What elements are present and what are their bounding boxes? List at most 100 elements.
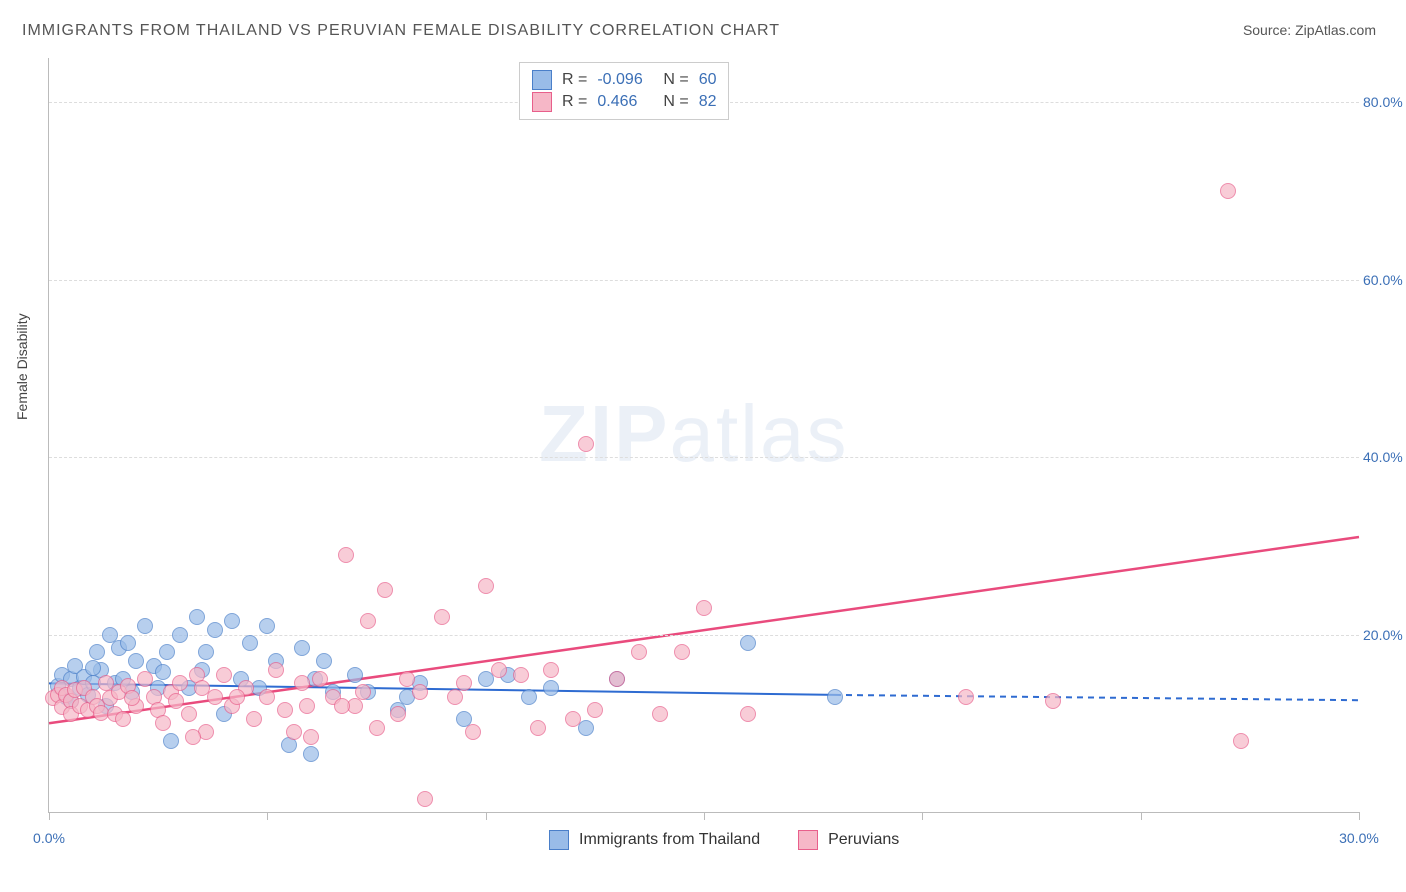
peru-point [207,689,223,705]
thai-point [155,664,171,680]
peru-point [456,675,472,691]
peru-point [578,436,594,452]
thai-point [543,680,559,696]
peru-point [609,671,625,687]
thai-point [521,689,537,705]
thai-point [242,635,258,651]
peru-point [740,706,756,722]
thai-point [85,660,101,676]
peru-point [338,547,354,563]
thai-point [740,635,756,651]
thai-point [163,733,179,749]
y-tick-label: 80.0% [1363,94,1406,110]
peru-point [294,675,310,691]
peru-point [412,684,428,700]
peru-point [377,582,393,598]
peru-point [312,671,328,687]
thai-point [224,613,240,629]
thai-point [172,627,188,643]
source-label: Source: ZipAtlas.com [1243,22,1376,38]
peru-point [334,698,350,714]
peru-point [417,791,433,807]
peru-point [286,724,302,740]
peru-point [1220,183,1236,199]
peru-point [631,644,647,660]
thai-point [137,618,153,634]
r-value: 0.466 [597,91,653,113]
thai-point [207,622,223,638]
x-tick [1359,812,1360,820]
peru-point [115,711,131,727]
peru-point [246,711,262,727]
legend-row-peru: R =0.466N =82 [532,91,716,113]
thai-point [294,640,310,656]
thai-point [159,644,175,660]
thai-swatch [532,70,552,90]
peru-point [137,671,153,687]
peru-point [674,644,690,660]
peru-point [360,613,376,629]
x-tick [1141,812,1142,820]
y-tick-label: 20.0% [1363,627,1406,643]
gridline [49,457,1359,458]
x-tick [922,812,923,820]
thai-point [827,689,843,705]
peru-point [491,662,507,678]
peru-point [299,698,315,714]
peru-point [1045,693,1061,709]
peru-point [355,684,371,700]
peru-point [369,720,385,736]
trend-lines-layer [49,58,1359,812]
r-prefix: R = [562,69,587,91]
thai-point [198,644,214,660]
thai-point [128,653,144,669]
peru-point [587,702,603,718]
n-prefix: N = [663,69,688,91]
y-axis-label: Female Disability [14,313,30,420]
peru-point [530,720,546,736]
peru-point [465,724,481,740]
thai-point [578,720,594,736]
peru-point [216,667,232,683]
thai-point [120,635,136,651]
peru-point [268,662,284,678]
x-tick-label: 0.0% [33,830,65,846]
y-tick-label: 60.0% [1363,272,1406,288]
thai-point [89,644,105,660]
peru-point [229,689,245,705]
peru-point [958,689,974,705]
n-value: 82 [699,91,717,113]
peru-point [1233,733,1249,749]
thai-point [316,653,332,669]
thai-legend-swatch [549,830,569,850]
peru-legend-label: Peruvians [828,831,899,849]
thai-point [303,746,319,762]
peru-point [181,706,197,722]
peru-point [155,715,171,731]
peru-legend-swatch [798,830,818,850]
x-tick [486,812,487,820]
gridline [49,280,1359,281]
peru-point [277,702,293,718]
peru-point [543,662,559,678]
peru-point [303,729,319,745]
thai-point [259,618,275,634]
r-prefix: R = [562,91,587,113]
thai-point [189,609,205,625]
peru-point [513,667,529,683]
peru-point [124,690,140,706]
peru-point [168,693,184,709]
peru-point [390,706,406,722]
peru-point [696,600,712,616]
peru-point [259,689,275,705]
x-tick [267,812,268,820]
peru-swatch [532,92,552,112]
thai-point [347,667,363,683]
thai-legend-label: Immigrants from Thailand [579,831,760,849]
correlation-legend: R =-0.096N =60R = 0.466 N = 82 [519,62,729,120]
thai-trendline-dashed [835,695,1359,700]
y-tick-label: 40.0% [1363,449,1406,465]
legend-row-thai: R =-0.096N =60 [532,69,716,91]
x-tick [704,812,705,820]
peru-point [652,706,668,722]
